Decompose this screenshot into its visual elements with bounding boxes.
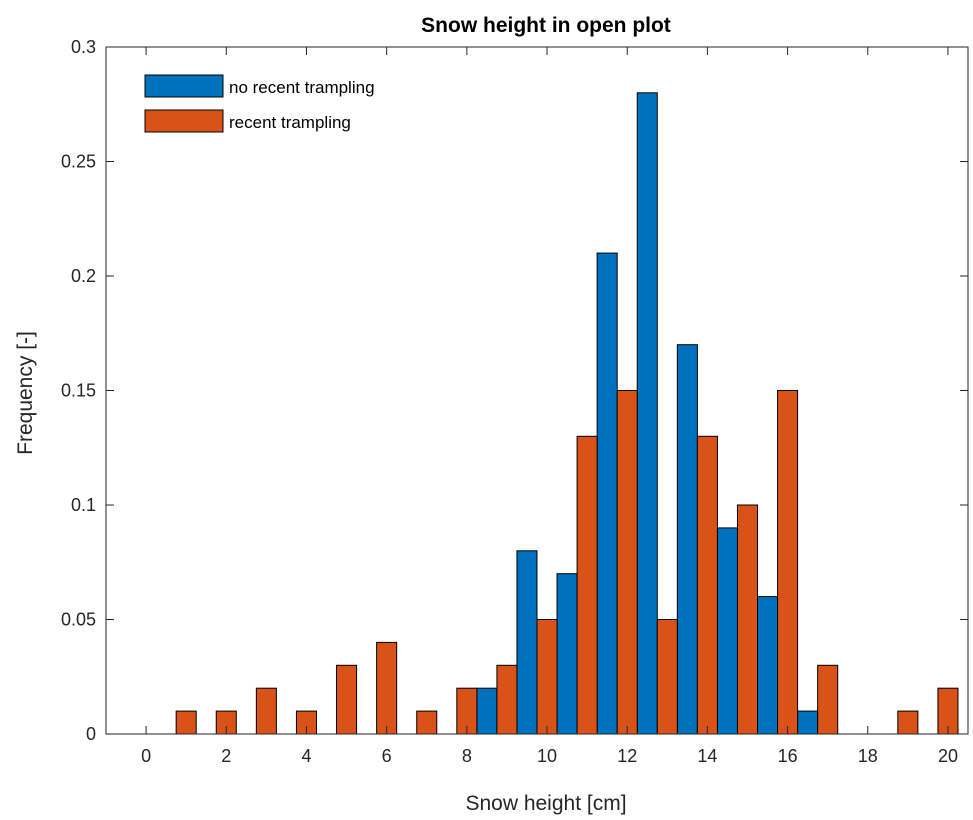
x-tick-label: 6	[382, 746, 392, 766]
x-tick-label: 18	[858, 746, 878, 766]
x-tick-label: 20	[938, 746, 958, 766]
y-tick-label: 0.3	[71, 37, 96, 57]
bar-series0-1	[516, 550, 538, 735]
bar-series0-2	[556, 573, 578, 735]
bar-series1-16	[817, 664, 839, 735]
bar-series1-11	[616, 390, 638, 735]
axes-layer: 0 2 4 6 8 10 12 14 16 18 20 0 0.05 0.1 0.15 0.2 0.25 0.3	[61, 37, 969, 766]
chart-title: Snow height in open plot	[421, 14, 671, 37]
x-axis-label: Snow height [cm]	[465, 792, 626, 815]
bar-series0-0	[476, 687, 498, 735]
bar-series1-8	[496, 664, 518, 735]
bar-series0-4	[636, 92, 658, 735]
bar-series1-15	[777, 390, 799, 735]
y-tick-label: 0.05	[61, 610, 96, 630]
x-tick-label: 4	[301, 746, 311, 766]
bar-series1-0	[175, 710, 197, 735]
bar-series1-12	[656, 619, 678, 735]
y-tick-label: 0.25	[61, 152, 96, 172]
bar-series0-5	[676, 344, 698, 735]
bar-series0-8	[797, 710, 819, 735]
bar-series1-5	[376, 641, 398, 735]
x-tick-label: 10	[537, 746, 557, 766]
bar-series1-17	[897, 710, 919, 735]
legend-label-0: no recent trampling	[229, 78, 375, 97]
legend-label-1: recent trampling	[229, 113, 351, 132]
bar-series1-14	[736, 504, 759, 735]
bar-series1-4	[336, 664, 358, 735]
y-axis-label: Frequency [-]	[14, 331, 37, 455]
x-tick-label: 12	[617, 746, 637, 766]
y-tick-label: 0	[86, 724, 96, 744]
y-tick-label: 0.2	[71, 266, 96, 286]
legend: no recent trampling recent trampling	[144, 74, 375, 133]
bar-series0-7	[757, 596, 779, 735]
bar-series1-10	[576, 435, 598, 735]
bar-series1-6	[416, 710, 438, 735]
x-tick-label: 0	[141, 746, 151, 766]
y-tick-label: 0.1	[71, 495, 96, 515]
x-tick-label: 2	[221, 746, 231, 766]
bar-series0-3	[596, 252, 618, 735]
bar-series0-6	[716, 527, 738, 735]
bar-series1-13	[696, 435, 718, 735]
x-tick-label: 8	[462, 746, 472, 766]
y-tick-label: 0.15	[61, 381, 96, 401]
x-tick-label: 14	[697, 746, 717, 766]
bars-layer	[175, 92, 959, 735]
bar-series1-2	[255, 687, 277, 735]
legend-swatch-0	[144, 74, 224, 98]
legend-swatch-1	[144, 109, 224, 133]
bar-series1-9	[536, 619, 558, 735]
x-tick-label: 16	[778, 746, 798, 766]
